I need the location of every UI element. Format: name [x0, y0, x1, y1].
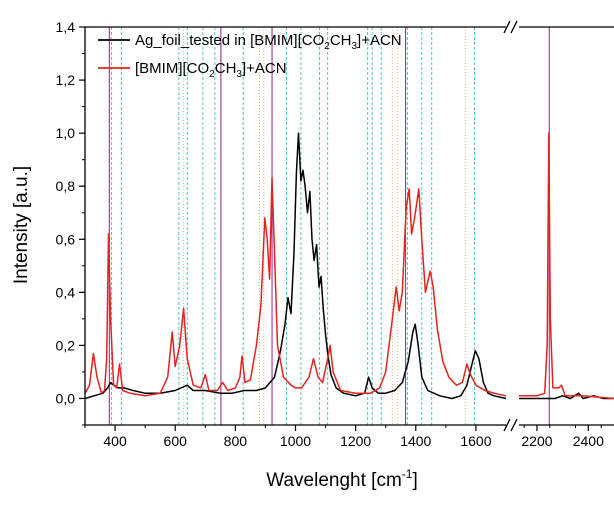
plot-frame [84, 20, 614, 432]
x-tick-label: 600 [164, 433, 188, 449]
legend-subscript: 2 [209, 69, 215, 80]
legend-subscript: 2 [324, 41, 330, 52]
series-1-line-left [85, 177, 507, 397]
legend-text-part: [BMIM][CO [135, 60, 209, 77]
y-tick-label: 1,4 [56, 19, 76, 35]
x-tick-label: 2200 [521, 433, 552, 449]
legend-subscript: 3 [351, 41, 357, 52]
series-0-line-left [85, 132, 507, 400]
axis-break-mark-top-2 [510, 20, 518, 34]
legend-text-part: Ag_foil_tested in [BMIM][CO [135, 32, 324, 49]
x-tick-label: 400 [103, 433, 127, 449]
y-tick-label: 0,6 [56, 231, 76, 247]
legend-text-part: CH [330, 32, 352, 49]
y-tick-label: 0,2 [56, 337, 76, 353]
legend-text-part: CH [215, 60, 237, 77]
y-tick-label: 0,0 [56, 390, 76, 406]
x-axis-title-main: Wavelenght [cm [266, 470, 402, 491]
y-tick-label: 1,2 [56, 72, 76, 88]
x-tick-label: 1600 [460, 433, 491, 449]
y-tick-label: 1,0 [56, 125, 76, 141]
axis-break-mark-bottom-1 [503, 418, 511, 432]
legend-label-1: [BMIM][CO2CH3]+ACN [135, 60, 287, 80]
legend-subscript: 3 [236, 69, 242, 80]
legend-label-0: Ag_foil_tested in [BMIM][CO2CH3]+ACN [135, 32, 402, 52]
y-axis-ticks: 0,0 0,2 0,4 0,6 0,8 1,0 1,2 1,4 [56, 19, 85, 426]
spectrum-series [85, 132, 614, 400]
series-1-line-right [519, 132, 614, 400]
y-tick-label: 0,4 [56, 284, 76, 300]
x-axis-ticks: 400 600 800 1000 1200 1400 1600 2200 2400 [84, 425, 604, 449]
y-tick-label: 0,8 [56, 178, 76, 194]
reference-line-markers [108, 27, 550, 425]
x-tick-label: 800 [224, 433, 248, 449]
x-tick-label: 1000 [280, 433, 311, 449]
x-tick-label: 2400 [573, 433, 604, 449]
x-tick-label: 1400 [400, 433, 431, 449]
y-axis-title: Intensity [a.u.] [11, 166, 32, 284]
legend: Ag_foil_tested in [BMIM][CO2CH3]+ACN[BMI… [98, 32, 402, 80]
x-tick-label: 1200 [340, 433, 371, 449]
x-axis-title-end: ] [412, 470, 417, 491]
legend-text-part: ]+ACN [357, 32, 402, 49]
x-axis-title: Wavelenght [cm-1] [266, 467, 417, 491]
legend-text-part: ]+ACN [242, 60, 287, 77]
axis-break-mark-bottom-2 [510, 418, 518, 432]
axis-break-mark-top-1 [503, 20, 511, 34]
x-axis-title-superscript: -1 [402, 467, 413, 481]
